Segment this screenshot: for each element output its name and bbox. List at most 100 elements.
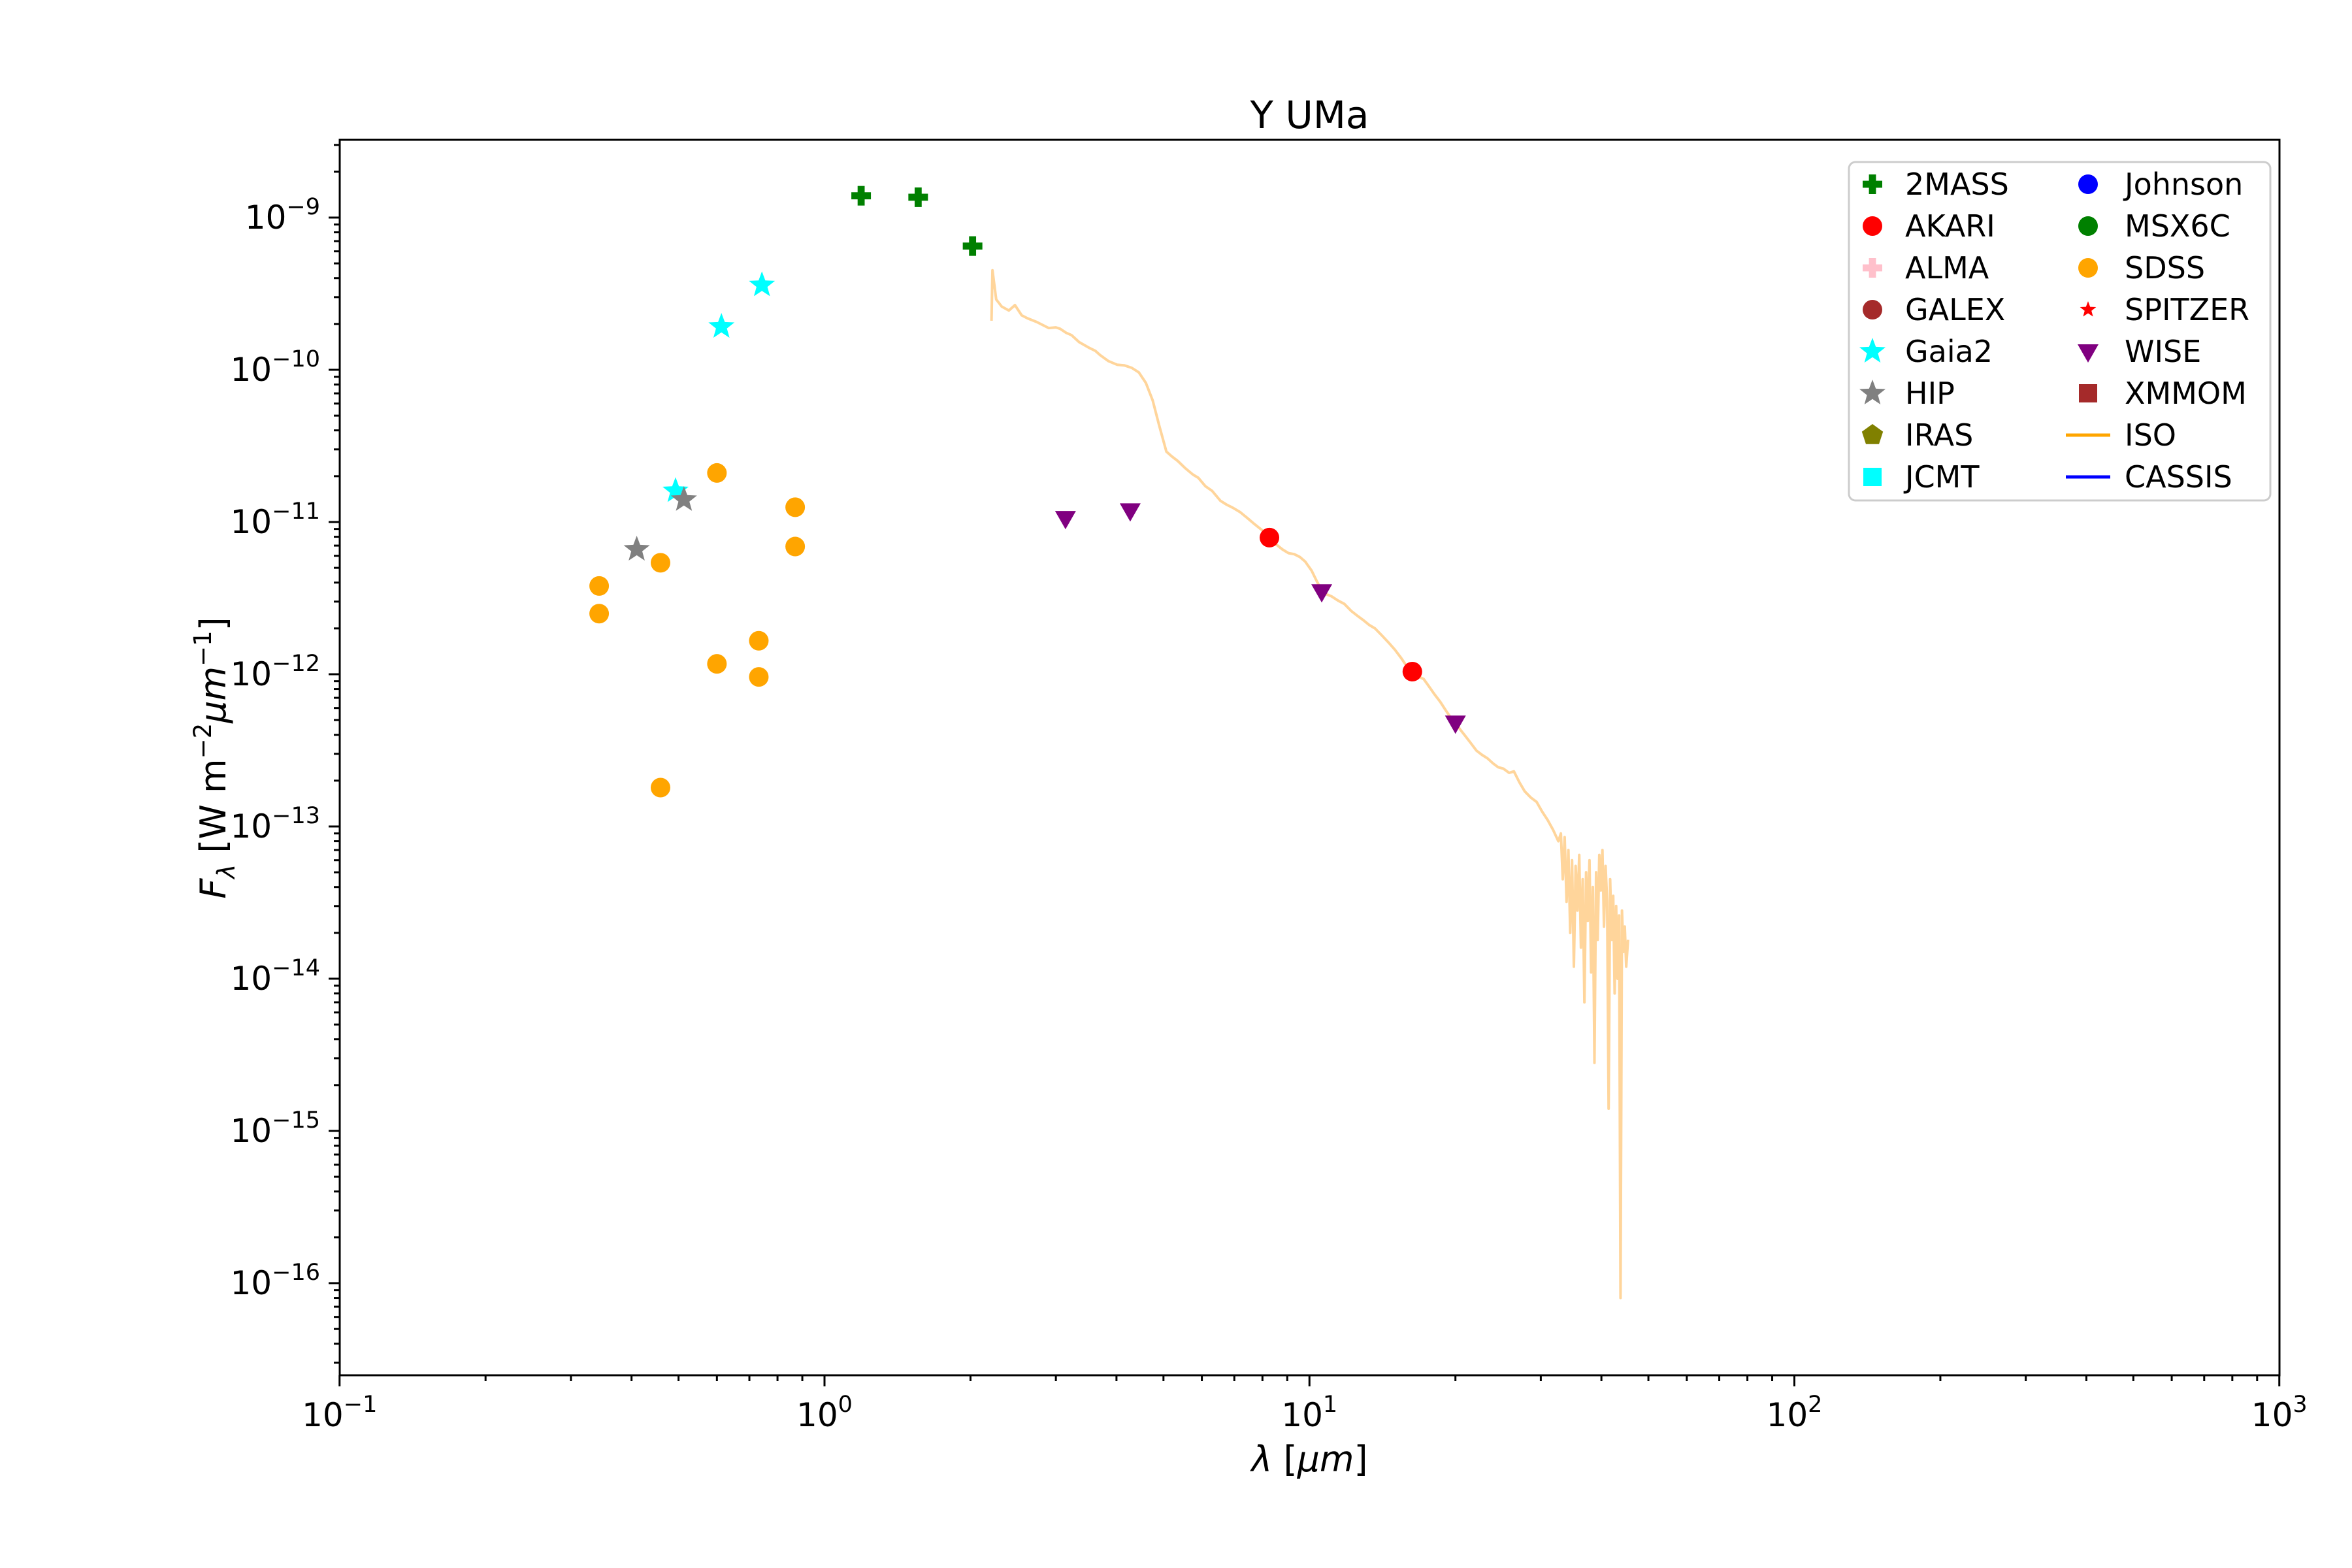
sdss-legend-marker [2078,258,2098,278]
chart-title: Y UMa [1250,93,1369,137]
sdss-marker [707,654,727,674]
sdss-marker [650,553,670,573]
gaia2-marker [662,477,689,502]
legend-label: ISO [2125,417,2176,453]
spitzer-legend-marker [2080,301,2097,317]
legend-entry-2mass: 2MASS [1863,167,2009,202]
legend-entry-xmmom: XMMOM [2079,376,2247,411]
sdss-marker [749,630,769,651]
legend-label: GALEX [1905,292,2005,327]
legend-entry-iso: ISO [2066,417,2176,453]
legend-entry-galex: GALEX [1863,292,2005,327]
tick-label: 10−14 [231,955,321,998]
tick-label: 102 [1767,1392,1823,1434]
legend-label: 2MASS [1905,167,2009,202]
tick-label: 10−15 [231,1107,321,1150]
iso-curve [990,269,1629,1299]
x-axis-label: λ [μm] [1249,1439,1367,1480]
legend-label: JCMT [1903,459,1980,495]
2mass-marker [851,186,872,206]
legend-label: CASSIS [2125,459,2232,495]
wise-marker [1445,715,1466,734]
legend-label: Gaia2 [1905,334,1993,369]
hip-marker [623,536,650,561]
galex-legend-marker [1863,300,1882,319]
tick-label: 101 [1281,1392,1337,1434]
gaia2-marker [708,313,735,338]
sdss-marker [589,604,610,624]
legend-entry-johnson: Johnson [2078,167,2243,202]
akari-marker [1402,662,1422,682]
legend-label: Johnson [2123,167,2243,202]
legend-label: HIP [1905,376,1955,411]
sdss-marker [749,667,769,687]
tick-label: 103 [2251,1392,2308,1434]
tick-label: 10−12 [231,651,321,693]
legend-entry-msx6c: MSX6C [2078,208,2230,244]
legend-entry-spitzer: SPITZER [2080,292,2249,327]
2mass-legend-marker [1863,174,1883,194]
hip-points [623,486,697,561]
iso-curve-series [990,269,1629,1299]
legend-label: ALMA [1905,250,1989,286]
legend-label: WISE [2125,334,2201,369]
y-axis-label: Fλ [W m−2μm−1] [189,617,240,899]
gaia2-points [662,271,776,502]
akari-marker [1260,527,1280,547]
legend-entry-jcmt: JCMT [1863,459,1980,495]
legend-entry-akari: AKARI [1863,208,1995,244]
tick-label: 10−13 [231,803,321,845]
legend-entry-iras: IRAS [1861,417,1973,453]
2mass-points [851,186,983,256]
wise-points [1054,503,1466,734]
2mass-marker [908,187,928,207]
gaia2-legend-marker [1859,338,1886,363]
tick-label: 10−16 [231,1260,321,1302]
legend-label: MSX6C [2125,208,2230,244]
legend-label: IRAS [1905,417,1973,453]
hip-marker [670,486,697,511]
legend-label: XMMOM [2125,376,2247,411]
sdss-points [589,463,806,798]
wise-marker [1119,503,1141,522]
legend: 2MASS AKARI ALMA GALEX Gaia2 HIP IRAS JCMT Johns… [1848,161,2272,502]
tick-label: 10−10 [231,346,321,389]
sdss-marker [650,777,670,798]
xmmom-legend-marker [2079,384,2097,402]
tick-label: 10−11 [231,498,321,541]
legend-entry-cassis: CASSIS [2066,459,2232,495]
legend-entry-sdss: SDSS [2078,250,2205,286]
tick-label: 100 [796,1392,853,1434]
alma-legend-marker [1863,258,1883,278]
sdss-marker [785,497,806,517]
legend-label: AKARI [1905,208,1995,244]
iras-legend-marker [1861,424,1884,444]
akari-points [1260,527,1422,682]
legend-label: SPITZER [2125,292,2249,327]
legend-label: SDSS [2125,250,2205,286]
msx6c-legend-marker [2078,216,2098,236]
tick-labels: 10−1 100 101 102 103 10−9 10−10 10−11 10−12 10−13… [231,194,2308,1434]
wise-legend-marker [2078,344,2099,363]
johnson-legend-marker [2078,174,2098,194]
wise-marker [1054,511,1076,530]
legend-entry-gaia2: Gaia2 [1859,334,1993,369]
hip-legend-marker [1859,380,1886,404]
gaia2-marker [749,271,776,297]
legend-entry-alma: ALMA [1863,250,1989,286]
wise-marker [1311,584,1333,603]
sdss-marker [785,536,806,557]
akari-legend-marker [1863,216,1882,236]
2mass-marker [962,236,983,256]
tick-label: 10−9 [245,194,320,237]
legend-entry-hip: HIP [1859,376,1955,411]
legend-box [1848,161,2272,502]
jcmt-legend-marker [1863,468,1882,486]
tick-label: 10−1 [302,1392,377,1434]
sdss-marker [707,463,727,483]
tick-marks [329,144,2281,1386]
legend-entry-wise: WISE [2078,334,2201,369]
sdss-marker [589,576,610,596]
